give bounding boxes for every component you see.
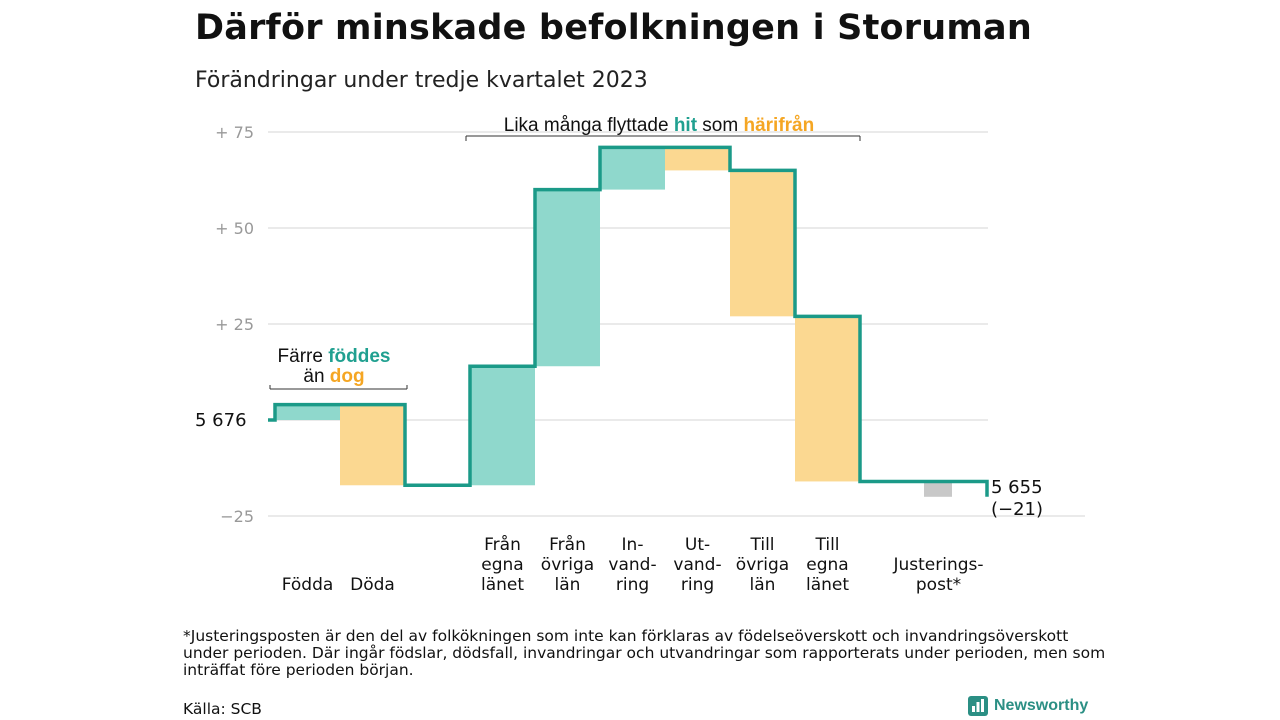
x-category-label: Döda bbox=[350, 575, 395, 595]
chart-title: Därför minskade befolkningen i Storuman bbox=[195, 8, 1032, 48]
annotation-text: Färre föddes bbox=[278, 346, 391, 367]
x-category-label: vand- bbox=[673, 555, 721, 575]
x-category-label: Till bbox=[749, 535, 774, 555]
x-category-label: ring bbox=[681, 575, 714, 595]
x-category-label: Till bbox=[814, 535, 839, 555]
x-category-label: egna bbox=[481, 555, 523, 575]
waterfall-line bbox=[268, 145, 989, 497]
footnote: *Justeringsposten är den del av folkökni… bbox=[183, 627, 1106, 679]
y-tick-label: + 50 bbox=[215, 219, 254, 238]
chart-subtitle: Förändringar under tredje kvartalet 2023 bbox=[195, 68, 648, 93]
x-category-label: län bbox=[555, 575, 581, 595]
start-value-label: 5 676 bbox=[195, 410, 247, 431]
x-category-label: Ut- bbox=[685, 535, 710, 555]
newsworthy-logo: Newsworthy bbox=[968, 696, 1088, 716]
x-category-label: Från bbox=[549, 534, 586, 555]
bar bbox=[535, 189, 600, 367]
bar bbox=[275, 404, 340, 420]
end-value-label: (−21) bbox=[991, 499, 1043, 520]
y-tick-label: + 75 bbox=[215, 123, 254, 142]
y-tick-label: −25 bbox=[220, 507, 254, 526]
source-note: Källa: SCB bbox=[183, 700, 262, 718]
x-category-label: länet bbox=[481, 575, 524, 595]
x-category-label: In- bbox=[622, 535, 644, 555]
bar bbox=[795, 316, 860, 482]
x-category-label: Födda bbox=[282, 575, 334, 595]
x-category-label: Justerings- bbox=[892, 555, 983, 575]
bar bbox=[340, 404, 405, 486]
x-category-label: länet bbox=[806, 575, 849, 595]
bar bbox=[730, 170, 795, 317]
y-tick-label: + 25 bbox=[215, 315, 254, 334]
x-category-label: ring bbox=[616, 575, 649, 595]
bar bbox=[924, 481, 952, 497]
brand-name: Newsworthy bbox=[994, 697, 1089, 714]
x-category-label: post* bbox=[916, 575, 961, 595]
x-category-label: län bbox=[750, 575, 776, 595]
bar bbox=[600, 147, 665, 190]
bar bbox=[665, 147, 730, 171]
end-value-label: 5 655 bbox=[991, 477, 1043, 498]
x-category-label: vand- bbox=[608, 555, 656, 575]
annotation-text: Lika många flyttade hit som härifrån bbox=[504, 115, 814, 136]
x-category-label: övriga bbox=[736, 555, 789, 575]
bar-chart-icon bbox=[968, 696, 988, 716]
annotation-text: än dog bbox=[303, 366, 364, 387]
x-category-label: egna bbox=[806, 555, 848, 575]
x-category-label: övriga bbox=[541, 555, 594, 575]
bar bbox=[470, 366, 535, 486]
x-category-label: Från bbox=[484, 534, 521, 555]
